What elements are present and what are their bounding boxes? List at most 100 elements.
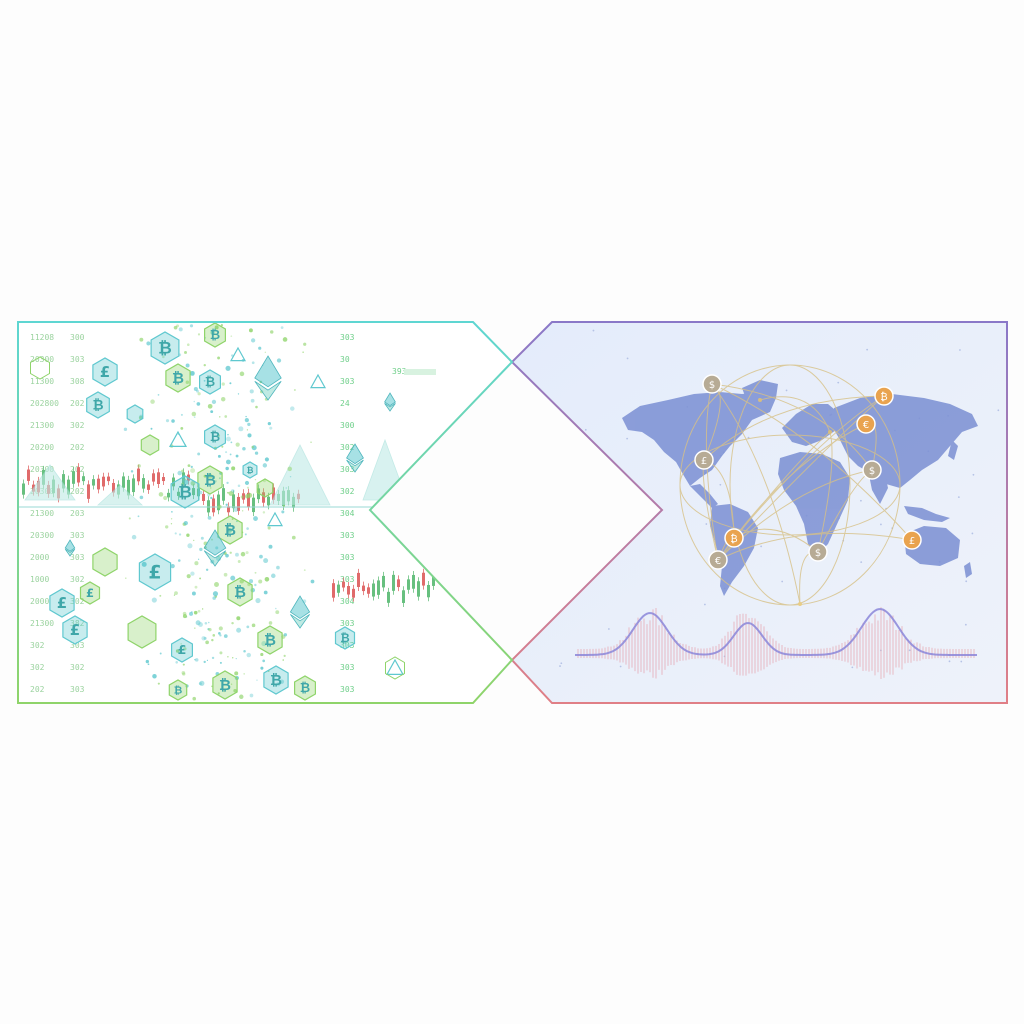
sound-wave-line [575,608,977,656]
star-dot [626,437,629,440]
particle [231,466,236,471]
particle [200,536,204,540]
particle [194,658,196,661]
particle [254,451,259,455]
particle [186,574,191,579]
coin-icon [902,530,922,550]
particle [150,427,153,430]
area-peak [96,484,144,506]
coin-symbol: ₿ [880,391,887,403]
particle [205,568,209,572]
particle [190,480,196,486]
crypto-hexagon [140,434,160,456]
ticker-number: 302 [70,663,85,672]
particle [279,679,285,684]
particle [230,441,233,444]
particle [237,560,241,563]
particle [190,571,195,576]
ticker-number: 303 [340,641,355,650]
particle [199,577,202,580]
particle [310,441,312,443]
particle [197,333,201,336]
particle [189,611,194,616]
particle [175,661,178,664]
particle [204,621,208,625]
particle [203,379,206,382]
ticker-number: 20300 [30,465,54,474]
crypto-hexagon: ₿ [199,369,221,395]
triangle-icon [309,373,327,389]
coin-symbol: £ [701,456,707,467]
candle [347,582,350,599]
star-dot [705,523,708,525]
crypto-hexagon: ₿ [257,625,283,655]
candle [392,570,395,595]
ticker-number: 21300 [30,619,54,628]
particle [198,682,202,686]
particle [283,504,286,507]
particle [226,436,231,442]
candle [87,480,90,503]
particle [130,470,134,473]
particle [205,640,209,645]
particle [276,682,281,687]
particle [219,634,222,637]
star-dot [851,666,854,669]
coin-symbol: ₿ [730,533,737,545]
outline-hexagon [385,656,405,680]
candle [342,577,345,592]
particle [187,543,193,549]
bitcoin-icon: ₿ [210,429,220,444]
particle [291,535,296,540]
left-panel: 11208 20300 11300 202800 21300 20200 20300 2030… [17,321,514,704]
particle [248,328,253,333]
particle [230,575,236,581]
star-dot [908,649,911,652]
candle [22,479,25,499]
star-dot [860,561,863,564]
ticker-number: 20300 [30,531,54,540]
coin-marker: $ [808,542,828,562]
new-zealand-shape [964,562,972,578]
particle [262,463,268,468]
particle [268,544,273,549]
star-dot [959,349,961,351]
particle [258,579,263,584]
particle [180,482,184,486]
crypto-hexagon: ₿ [334,626,356,650]
area-peak [269,444,331,506]
crypto-hexagon: ₿ [165,363,191,393]
candle [252,493,255,517]
particle [219,651,223,655]
star-dot [866,348,869,351]
star-dot [563,419,566,422]
particle [151,597,157,603]
particle [207,515,212,520]
particle [240,551,246,557]
particle [237,393,240,395]
crypto-hexagon: ₿ [170,475,200,509]
ticker-number: 202 [30,685,45,694]
star-dot [960,660,963,663]
candle [402,586,405,607]
particle [241,510,244,512]
candle [177,487,180,500]
particle [249,693,254,698]
particle [269,426,273,430]
particle [150,399,155,404]
crypto-hexagon: ₿ [217,515,243,545]
crypto-hexagon: ₿ [227,577,253,607]
particle [212,634,216,637]
particle [193,610,198,615]
ticker-number: 21300 [30,421,54,430]
candle [147,480,150,494]
candle [427,580,430,602]
triangle-icon [266,511,284,527]
particle [293,388,296,391]
particle [187,464,191,468]
ticker-number: 303 [340,663,355,672]
particle [191,611,193,613]
particle [170,523,173,525]
particle [218,626,223,631]
